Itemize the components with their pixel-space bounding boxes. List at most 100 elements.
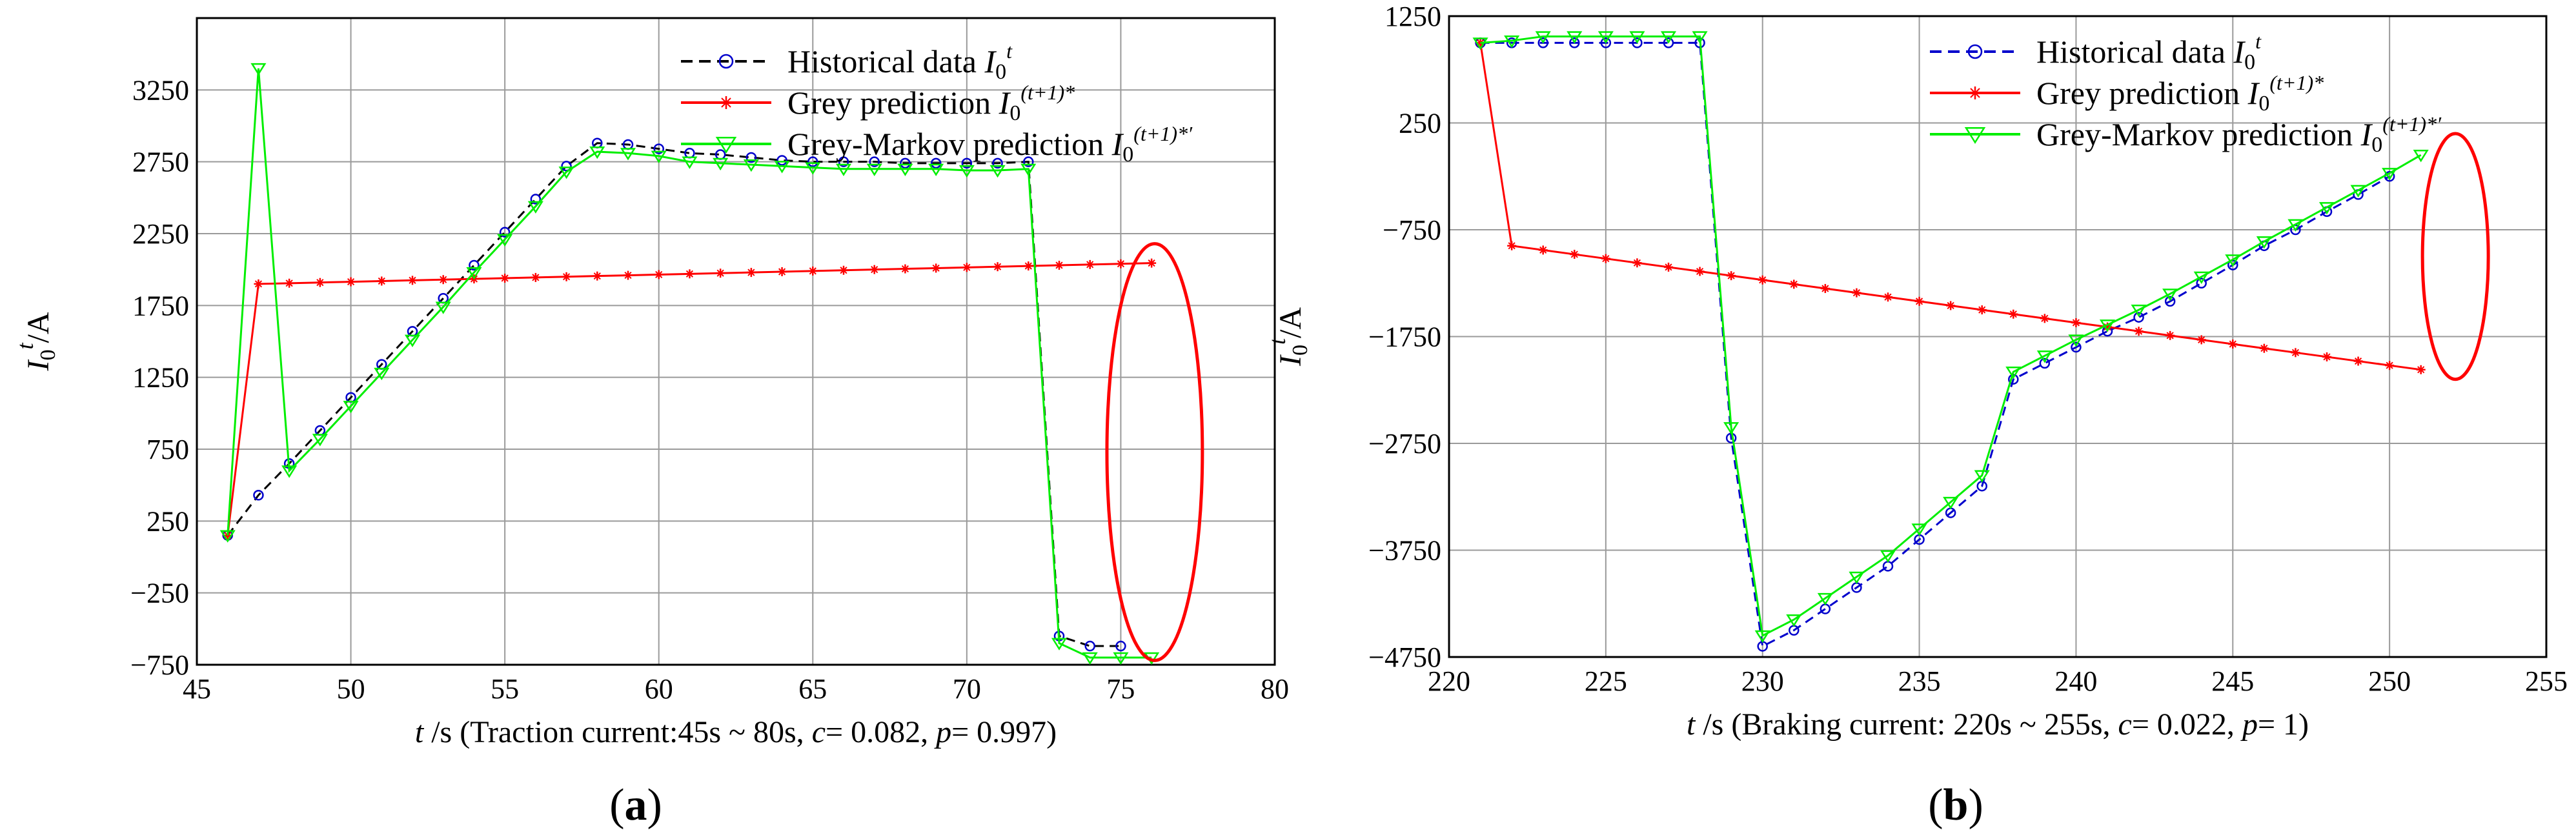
series-grey-markov-prediction	[1472, 31, 2429, 643]
data-point-star	[2259, 343, 2269, 353]
star-stroke	[2323, 353, 2331, 361]
legend-name: Grey-Markov prediction	[2036, 116, 2361, 152]
data-point-circle	[1967, 44, 1983, 59]
data-point-triangle	[1911, 523, 1927, 536]
data-point-star	[1914, 296, 1924, 306]
data-point-star	[2291, 348, 2300, 358]
data-point-star	[839, 265, 848, 275]
panel-label: (b)	[1928, 780, 1983, 830]
data-point-triangle	[1849, 571, 1865, 585]
data-point-triangle	[2225, 254, 2241, 267]
y-tick-label: −3750	[1368, 535, 1441, 567]
star-stroke	[1696, 267, 1704, 276]
data-point-star	[1632, 258, 1642, 268]
data-point-star	[1852, 288, 1861, 298]
star-stroke	[2229, 340, 2236, 348]
legend-name: Grey prediction	[2036, 75, 2248, 111]
panel-paren-close: )	[1968, 780, 1983, 830]
data-point-circle	[561, 161, 572, 172]
data-point-circle	[869, 156, 880, 167]
legend-symbol: I	[2247, 75, 2260, 111]
data-point-star	[2134, 327, 2144, 336]
data-point-star	[1789, 279, 1799, 289]
star-stroke	[901, 265, 909, 273]
data-point-triangle	[1051, 638, 1068, 651]
legend-name: Historical data	[787, 43, 984, 79]
data-point-star	[562, 272, 571, 281]
star-stroke	[1915, 298, 1923, 305]
data-point-star	[438, 275, 448, 285]
data-point-triangle	[620, 148, 636, 161]
star-stroke	[1055, 261, 1063, 269]
data-point-triangle	[651, 150, 667, 163]
data-point-triangle	[2068, 334, 2084, 347]
data-point-triangle	[1472, 37, 1488, 50]
data-point-star	[2416, 365, 2426, 374]
x-tick-label: 255	[2525, 665, 2568, 697]
star-stroke	[1727, 272, 1735, 279]
data-point-circle	[653, 143, 664, 154]
data-point-star	[408, 276, 417, 285]
data-point-star	[685, 269, 695, 279]
data-point-triangle	[1082, 652, 1098, 665]
data-point-triangle	[866, 163, 882, 176]
data-point-triangle	[835, 163, 852, 176]
y-tick-label: −4750	[1368, 642, 1441, 673]
data-point-star	[1601, 254, 1610, 263]
legend-entry-2: Grey-Markov prediction I0(t+1)*′	[787, 122, 1193, 167]
y-tick-label: 2250	[132, 218, 189, 250]
star-stroke	[2386, 361, 2393, 369]
y-axis-subscript: 0	[36, 350, 60, 361]
data-point-triangle	[1817, 592, 1833, 606]
legend-subscript: 0	[2371, 133, 2382, 157]
data-point-star	[315, 278, 325, 287]
data-point-star	[1820, 284, 1830, 294]
x-axis-p-symbol: p	[934, 715, 951, 749]
data-point-star	[993, 262, 1002, 272]
data-point-triangle	[2036, 350, 2053, 363]
data-point-circle	[1632, 37, 1643, 48]
data-point-star	[931, 263, 941, 273]
data-point-triangle	[2350, 185, 2366, 197]
y-tick-label: 3250	[132, 74, 189, 106]
data-point-star	[869, 265, 879, 274]
x-tick-label: 240	[2054, 665, 2097, 697]
panel-letter: a	[625, 780, 647, 830]
data-point-triangle	[1660, 31, 1677, 44]
data-point-star	[2071, 318, 2081, 327]
legend-name: Historical data	[2036, 34, 2233, 70]
data-point-triangle	[558, 167, 574, 179]
panel-letter: b	[1943, 780, 1969, 830]
data-point-star	[720, 96, 733, 109]
data-point-star	[1570, 250, 1579, 259]
data-point-triangle	[250, 63, 267, 76]
x-tick-label: 220	[1428, 665, 1470, 697]
data-point-triangle	[1943, 496, 1959, 510]
data-point-triangle	[1974, 470, 1990, 483]
data-point-star	[654, 270, 664, 279]
star-stroke	[593, 272, 601, 280]
data-point-star	[1969, 86, 1982, 99]
star-stroke	[1852, 289, 1861, 297]
legend-superscript: t	[2255, 30, 2262, 53]
data-point-triangle	[682, 156, 698, 169]
x-axis-var: t	[1687, 707, 1696, 742]
panel-paren-open: (	[609, 780, 624, 830]
legend-entry-2: Grey-Markov prediction I0(t+1)*′	[2036, 112, 2442, 157]
star-stroke	[1024, 262, 1032, 270]
star-stroke	[840, 267, 847, 274]
star-stroke	[2041, 314, 2049, 322]
star-stroke	[1633, 259, 1641, 267]
data-point-triangle	[1880, 550, 1896, 563]
data-point-triangle	[2318, 202, 2335, 215]
data-point-triangle	[312, 434, 328, 447]
x-axis-var: t	[415, 715, 425, 749]
data-point-triangle	[2413, 150, 2429, 163]
star-stroke	[2166, 332, 2174, 339]
x-axis-label: t /s (Traction current:45s ~ 80s, c= 0.0…	[415, 715, 1057, 749]
data-point-triangle	[281, 465, 298, 478]
star-stroke	[254, 280, 263, 288]
data-point-circle	[1600, 37, 1612, 48]
data-point-circle	[530, 194, 542, 205]
data-point-star	[1538, 245, 1548, 255]
